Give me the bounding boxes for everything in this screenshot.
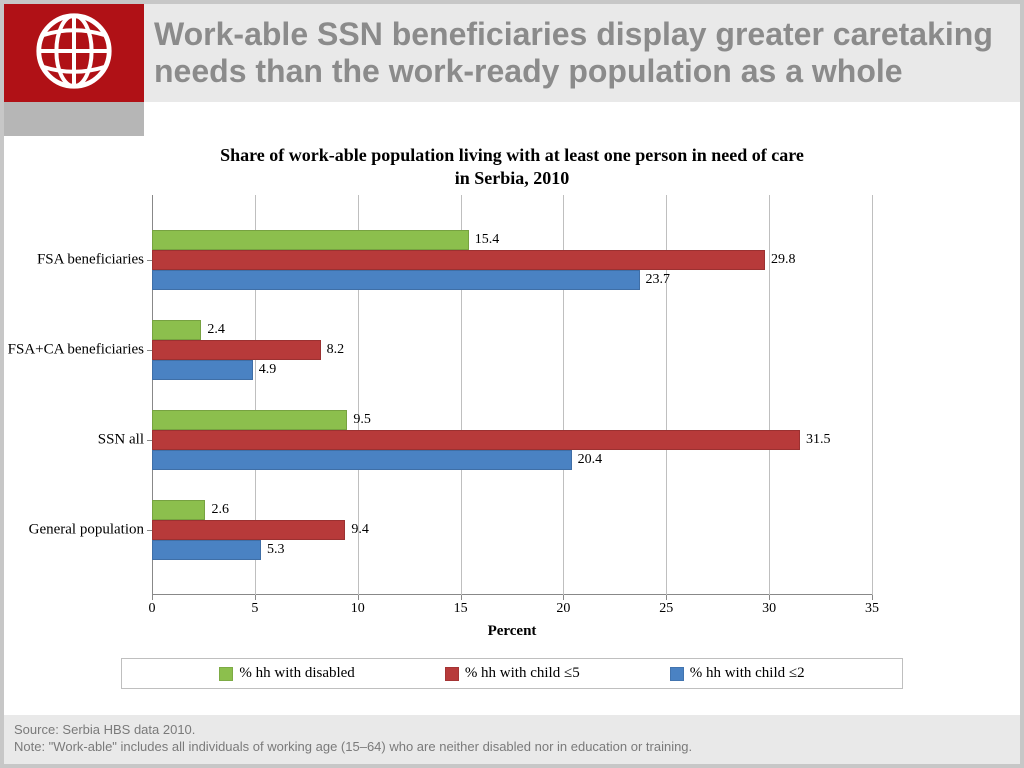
- x-tick-label: 20: [556, 601, 570, 617]
- bar-value-label: 9.5: [353, 412, 371, 428]
- category-label: SSN all: [98, 432, 152, 449]
- category-label: General population: [29, 522, 152, 539]
- category-label: FSA beneficiaries: [37, 252, 152, 269]
- bar-value-label: 31.5: [806, 432, 831, 448]
- bar: [152, 500, 205, 520]
- bar: [152, 520, 345, 540]
- legend-swatch: [445, 667, 459, 681]
- chart-area: Share of work-able population living wit…: [4, 144, 1020, 704]
- category-label: FSA+CA beneficiaries: [8, 342, 152, 359]
- chart-plot: 05101520253035FSA beneficiaries15.429.82…: [152, 195, 872, 595]
- legend-label: % hh with child ≤5: [465, 665, 580, 682]
- bar: [152, 540, 261, 560]
- bar-value-label: 15.4: [475, 232, 500, 248]
- bar-value-label: 2.4: [207, 322, 225, 338]
- slide: Work-able SSN beneficiaries display grea…: [0, 0, 1024, 768]
- x-tick: [255, 595, 256, 600]
- bar-value-label: 5.3: [267, 542, 285, 558]
- chart-title: Share of work-able population living wit…: [4, 144, 1020, 189]
- x-tick: [358, 595, 359, 600]
- grey-tab: [4, 102, 144, 136]
- x-tick-label: 0: [149, 601, 156, 617]
- x-tick: [152, 595, 153, 600]
- x-tick-label: 35: [865, 601, 879, 617]
- chart-legend: % hh with disabled % hh with child ≤5 % hh…: [121, 658, 903, 689]
- title-bar: Work-able SSN beneficiaries display grea…: [4, 4, 1020, 102]
- x-tick: [769, 595, 770, 600]
- x-tick: [461, 595, 462, 600]
- x-tick: [666, 595, 667, 600]
- bar-value-label: 9.4: [351, 522, 369, 538]
- legend-item: % hh with child ≤5: [445, 665, 580, 682]
- legend-item: % hh with disabled: [219, 665, 354, 682]
- footer-source: Source: Serbia HBS data 2010.: [14, 721, 1010, 739]
- bar: [152, 360, 253, 380]
- x-tick-label: 25: [659, 601, 673, 617]
- bar-value-label: 29.8: [771, 252, 796, 268]
- bar-value-label: 8.2: [327, 342, 345, 358]
- logo-box: [4, 4, 144, 102]
- bar-value-label: 20.4: [578, 452, 603, 468]
- footer-note: Note: "Work-able" includes all individua…: [14, 738, 1010, 756]
- legend-swatch: [670, 667, 684, 681]
- bar: [152, 320, 201, 340]
- footer: Source: Serbia HBS data 2010. Note: "Wor…: [4, 715, 1020, 764]
- x-tick-label: 5: [251, 601, 258, 617]
- bar: [152, 230, 469, 250]
- x-axis-line: [152, 594, 872, 595]
- legend-label: % hh with disabled: [239, 665, 354, 682]
- bar: [152, 410, 347, 430]
- page-title: Work-able SSN beneficiaries display grea…: [154, 16, 1020, 90]
- x-tick-label: 15: [454, 601, 468, 617]
- x-tick: [872, 595, 873, 600]
- grid-line: [769, 195, 770, 595]
- globe-icon: [34, 11, 114, 96]
- bar: [152, 340, 321, 360]
- x-tick-label: 10: [351, 601, 365, 617]
- x-tick: [563, 595, 564, 600]
- bar-value-label: 4.9: [259, 362, 277, 378]
- bar-value-label: 23.7: [646, 272, 671, 288]
- bar: [152, 430, 800, 450]
- legend-label: % hh with child ≤2: [690, 665, 805, 682]
- bar-value-label: 2.6: [211, 502, 229, 518]
- x-axis-title: Percent: [4, 623, 1020, 640]
- legend-item: % hh with child ≤2: [670, 665, 805, 682]
- bar: [152, 270, 640, 290]
- legend-swatch: [219, 667, 233, 681]
- grid-line: [872, 195, 873, 595]
- bar: [152, 450, 572, 470]
- x-tick-label: 30: [762, 601, 776, 617]
- bar: [152, 250, 765, 270]
